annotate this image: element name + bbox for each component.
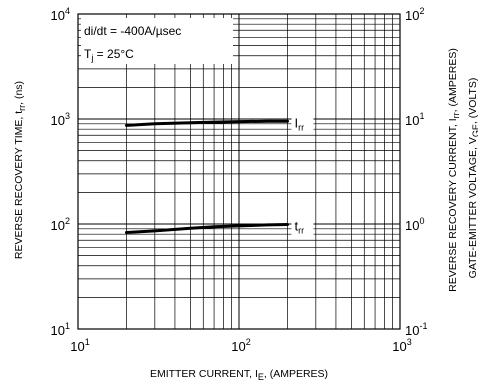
y-axis-label: REVERSE RECOVERY TIME, trr, (ns): [13, 81, 27, 259]
annotation-box: [81, 18, 233, 64]
series-line-irr: [125, 119, 289, 127]
y3-axis-label: GATE-EMITTER VOLTAGE, VGE, (VOLTS): [467, 78, 478, 279]
y-tick-label: 102: [51, 216, 70, 233]
tick-labels: 101 102 103 101 102 103 104 10-1 100 101 102: [51, 6, 428, 354]
y2-tick-label: 10-1: [405, 321, 427, 338]
y2-tick-label: 101: [405, 111, 424, 128]
x-tick-label: 102: [231, 337, 250, 354]
labels: Irr trr: [291, 111, 314, 237]
series-label-irr: Irr: [294, 115, 304, 132]
y-tick-label: 101: [51, 321, 70, 338]
series-label-trr: trr: [294, 218, 304, 235]
x-axis-label: EMITTER CURRENT, IE, (AMPERES): [150, 368, 328, 382]
series-label-bg: [291, 214, 314, 237]
y2-tick-label: 102: [405, 6, 424, 23]
series-line-trr: [125, 223, 289, 234]
series-label-bg: [291, 111, 314, 134]
annotation-tj: Tj = 25°C: [84, 47, 134, 63]
y2-tick-label: 100: [405, 216, 424, 233]
grid: [77, 13, 401, 330]
plot-frame: [77, 13, 401, 330]
y-tick-label: 103: [51, 111, 70, 128]
series-lines: [125, 119, 289, 234]
y2-axis-label: REVERSE RECOVERY CURRENT, Irr, (AMPERES): [447, 48, 461, 292]
x-tick-label: 101: [70, 337, 89, 354]
y-tick-label: 104: [51, 6, 70, 23]
annotation-didt: di/dt = -400A/µsec: [84, 24, 181, 38]
x-tick-label: 103: [392, 337, 411, 354]
